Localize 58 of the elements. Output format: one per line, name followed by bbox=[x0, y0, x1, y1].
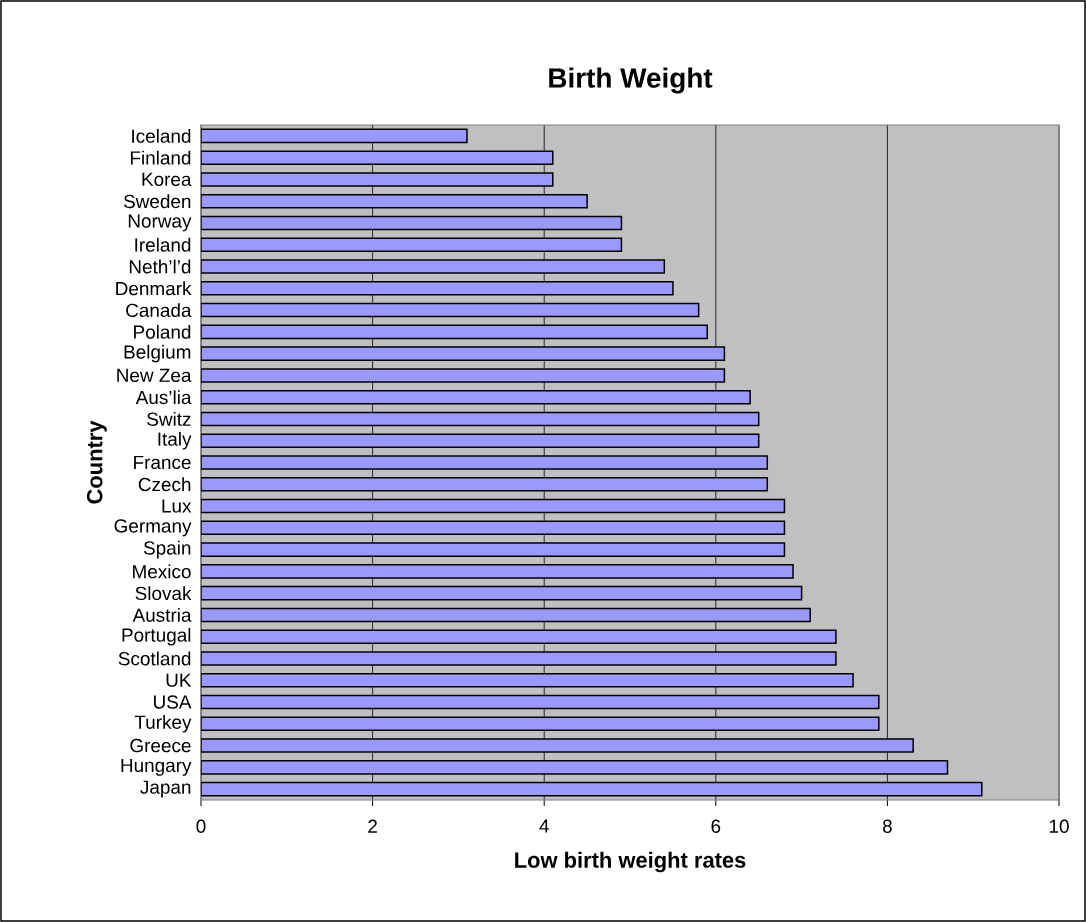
bar bbox=[201, 585, 803, 601]
y-tick-label: Germany bbox=[114, 519, 192, 537]
y-tick-label: UK bbox=[166, 673, 192, 687]
bar bbox=[201, 607, 811, 623]
x-tick-label: 0 bbox=[196, 819, 206, 833]
bar bbox=[201, 215, 623, 231]
bar bbox=[201, 498, 786, 514]
y-tick-label: Sweden bbox=[123, 194, 191, 209]
y-tick-label: Czech bbox=[138, 477, 191, 492]
y-tick-label: Scotland bbox=[118, 651, 191, 666]
bar bbox=[201, 411, 760, 427]
y-tick-label: Korea bbox=[142, 172, 192, 187]
bar bbox=[201, 694, 880, 710]
y-axis-title: Country bbox=[86, 420, 107, 504]
y-tick-label: Japan bbox=[140, 780, 191, 798]
y-tick-label: Austria bbox=[132, 607, 192, 622]
bar bbox=[201, 781, 983, 797]
bar bbox=[201, 237, 623, 253]
x-axis-title: Low birth weight rates bbox=[515, 851, 746, 873]
bar bbox=[201, 389, 751, 405]
bar bbox=[201, 716, 880, 732]
x-tick-label: 10 bbox=[1049, 819, 1069, 833]
bar bbox=[201, 324, 708, 340]
y-tick-label: Belgium bbox=[124, 344, 191, 363]
y-tick-label: Switz bbox=[147, 412, 191, 426]
bar bbox=[201, 302, 700, 318]
y-tick-label: Hungary bbox=[121, 758, 192, 776]
y-tick-label: New Zea bbox=[117, 368, 192, 383]
y-tick-label: Turkey bbox=[134, 714, 192, 733]
y-tick-label: France bbox=[134, 455, 191, 470]
y-tick-label: Norway bbox=[128, 214, 192, 232]
x-tick-label: 2 bbox=[368, 819, 377, 833]
y-tick-label: Spain bbox=[143, 540, 191, 559]
y-tick-label: Ireland bbox=[135, 237, 191, 252]
y-tick-label: Italy bbox=[158, 431, 192, 450]
y-tick-label: Canada bbox=[126, 303, 192, 318]
y-tick-label: Finland bbox=[130, 150, 191, 165]
bar bbox=[201, 672, 854, 688]
y-tick-label: Iceland bbox=[132, 128, 191, 143]
bar bbox=[201, 193, 588, 209]
y-tick-label: Greece bbox=[130, 738, 191, 753]
bar bbox=[201, 520, 786, 536]
y-tick-label: Mexico bbox=[133, 564, 191, 579]
x-tick-label: 8 bbox=[882, 819, 892, 833]
x-tick-label: 6 bbox=[711, 819, 721, 833]
y-tick-label: Aus’lia bbox=[135, 390, 192, 405]
y-tick-label: Neth’l’d bbox=[129, 259, 191, 274]
x-tick-label: 4 bbox=[539, 819, 549, 833]
y-tick-label: Denmark bbox=[116, 281, 192, 296]
bar bbox=[201, 477, 769, 492]
y-tick-label: Lux bbox=[162, 499, 192, 513]
y-tick-label: Slovak bbox=[135, 586, 192, 601]
y-tick-label: Poland bbox=[134, 324, 191, 339]
y-tick-label: Portugal bbox=[122, 627, 191, 646]
chart-title: Birth Weight bbox=[549, 67, 713, 94]
y-tick-label: USA bbox=[154, 695, 192, 709]
bar bbox=[201, 128, 468, 144]
bar bbox=[201, 433, 760, 449]
